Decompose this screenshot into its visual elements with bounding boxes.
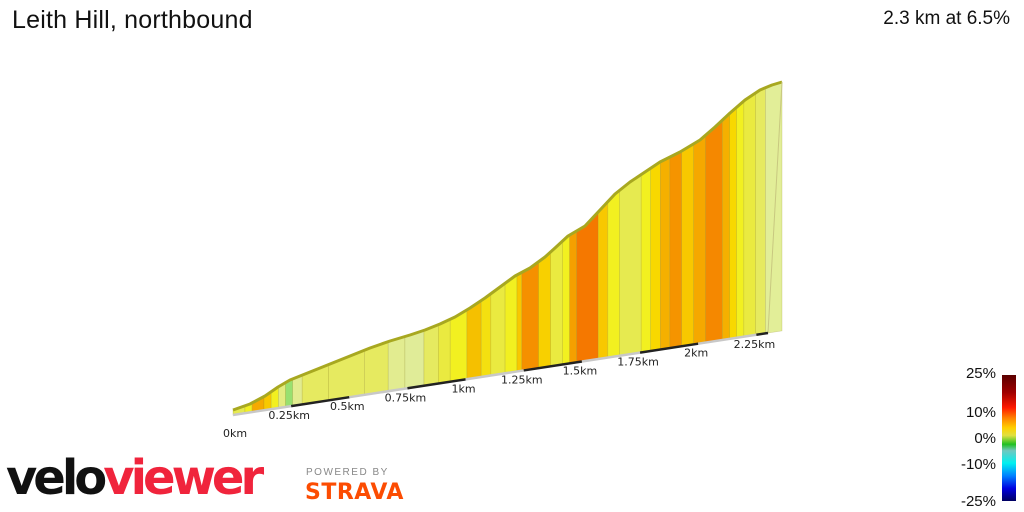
gradient-segment [569, 230, 578, 364]
gradient-segment [659, 156, 671, 350]
gradient-color-scale [1002, 375, 1016, 501]
strava-logo[interactable]: STRAVA [305, 480, 404, 505]
gradient-segment [480, 293, 492, 378]
gradient-segment [693, 134, 706, 345]
gradient-segment [640, 167, 652, 353]
gradient-segment [490, 282, 506, 376]
legend-label-10: 10% [965, 404, 996, 421]
gradient-segment [538, 251, 551, 369]
logo-viewer: viewer [103, 450, 264, 506]
gradient-segment [721, 112, 730, 341]
axis-band [407, 378, 466, 390]
gradient-segment [729, 106, 737, 340]
gradient-segment [449, 309, 468, 383]
gradient-segment [597, 200, 609, 360]
gradient-segment [466, 299, 482, 380]
page-title: Leith Hill, northbound [12, 6, 253, 34]
gradient-segment [562, 234, 570, 365]
gradient-segment [607, 189, 621, 358]
gradient-segment [705, 119, 723, 343]
x-tick-label: 0.5km [330, 400, 365, 413]
legend-label-minus10: -10% [960, 456, 996, 473]
legend-label-min: -25% [960, 493, 996, 510]
gradient-segment [516, 271, 523, 372]
legend-label-zero: 0% [974, 430, 996, 447]
gradient-segment [404, 329, 425, 390]
climb-summary: 2.3 km at 6.5% [883, 8, 1010, 29]
legend-label-max: 25% [965, 365, 996, 382]
gradient-segment [521, 261, 539, 372]
x-tick-label: 1.25km [501, 373, 543, 386]
axis-band [581, 351, 641, 363]
x-tick-label: 1.75km [617, 356, 659, 369]
powered-by-label: POWERED BY [306, 467, 389, 478]
axis-band [349, 387, 408, 399]
gradient-segment [437, 318, 451, 384]
x-tick-label: 1km [452, 382, 476, 395]
gradient-segment [650, 161, 661, 352]
axis-band [290, 395, 350, 408]
x-tick-label: 0km [223, 427, 247, 440]
gradient-segment [619, 174, 642, 357]
gradient-segment [504, 274, 518, 374]
gradient-segment [681, 143, 695, 347]
x-tick-label: 2.25km [734, 338, 776, 351]
gradient-segment [576, 211, 599, 363]
profile-end-edge [767, 81, 783, 334]
gradient-segments [232, 81, 783, 416]
gradient-segment [743, 92, 757, 338]
axis-band [756, 331, 769, 337]
gradient-segment [550, 240, 563, 367]
axis-band [639, 342, 699, 354]
veloviewer-logo[interactable]: veloviewer [6, 450, 264, 506]
gradient-segment [755, 87, 766, 336]
gradient-segment [736, 100, 745, 339]
gradient-segment [423, 324, 439, 387]
x-tick-label: 2km [684, 347, 708, 360]
profile-top-edge [232, 80, 783, 412]
gradient-segment [387, 336, 406, 392]
axis-band [465, 369, 524, 381]
x-tick-label: 0.25km [268, 409, 310, 422]
x-tick-label: 1.5km [563, 365, 598, 378]
logo-velo: velo [6, 450, 107, 506]
axis-band [523, 360, 583, 372]
axis-band [232, 404, 292, 417]
x-tick-label: 0.75km [385, 391, 427, 404]
gradient-segment [669, 150, 683, 349]
axis-band [698, 333, 757, 345]
distance-axis: 0km 0.25km 0.5km 0.75km 1km 1.25km 1.5km 1.75km… [223, 331, 776, 440]
